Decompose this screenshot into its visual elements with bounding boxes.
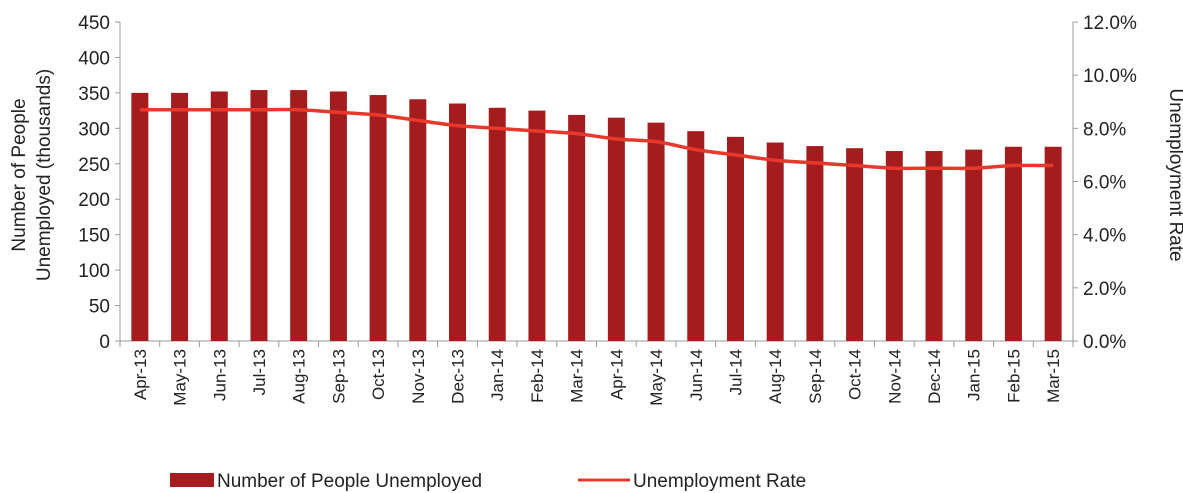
left-tick-label: 50 xyxy=(89,297,110,318)
bar xyxy=(965,149,983,341)
bar xyxy=(250,90,268,341)
x-tick-label: Jun-14 xyxy=(687,349,706,401)
x-tick-label: Dec-13 xyxy=(449,349,468,404)
left-tick-label: 250 xyxy=(78,155,110,176)
x-tick-label: May-13 xyxy=(171,349,190,406)
x-tick-label: Feb-15 xyxy=(1004,349,1023,403)
bar xyxy=(687,131,705,341)
x-tick-label: Nov-14 xyxy=(885,349,904,404)
right-tick-label: 10.0% xyxy=(1083,66,1137,87)
left-tick-label: 200 xyxy=(78,190,110,211)
bar xyxy=(647,122,665,341)
x-tick-label: Nov-13 xyxy=(409,349,428,404)
rate-line xyxy=(139,107,1054,171)
bar xyxy=(528,110,546,341)
x-tick-label: Apr-13 xyxy=(131,349,150,400)
x-tick-label: Sep-13 xyxy=(329,349,348,404)
right-axis-title: Unemployment Rate xyxy=(1165,88,1183,261)
bar xyxy=(766,142,784,341)
left-axis-title-line2: Unemployed (thousands) xyxy=(34,69,55,281)
right-tick-label: 0.0% xyxy=(1083,332,1126,353)
bar xyxy=(885,151,903,341)
x-tick-label: Jul-14 xyxy=(726,349,745,395)
left-tick-label: 300 xyxy=(78,119,110,140)
right-tick-label: 4.0% xyxy=(1083,226,1126,247)
left-axis-title-line1: Number of People xyxy=(9,98,30,251)
legend-bar-swatch xyxy=(170,473,214,487)
bar xyxy=(290,90,308,341)
bar xyxy=(925,151,943,341)
left-tick-label: 100 xyxy=(78,261,110,282)
bar xyxy=(210,91,228,342)
right-y-axis: 0.0% 2.0% 4.0% 6.0% 8.0% 10.0% 12.0% xyxy=(1072,13,1137,353)
left-y-axis: 0 50 100 150 200 250 300 350 400 450 xyxy=(78,13,121,353)
bar xyxy=(409,99,427,341)
x-tick-label: Apr-14 xyxy=(607,349,626,400)
bar xyxy=(568,114,586,341)
right-tick-label: 6.0% xyxy=(1083,173,1126,194)
left-tick-label: 400 xyxy=(78,48,110,69)
bar xyxy=(726,136,744,341)
x-tick-label: Jun-13 xyxy=(210,349,229,401)
x-tick-label: Jan-14 xyxy=(488,349,507,401)
x-tick-label: Aug-14 xyxy=(766,349,785,404)
x-tick-label: Mar-14 xyxy=(568,349,587,403)
bar xyxy=(1044,146,1062,341)
right-tick-label: 12.0% xyxy=(1083,13,1137,34)
left-tick-label: 150 xyxy=(78,226,110,247)
x-tick-label: May-14 xyxy=(647,349,666,406)
bar-series xyxy=(131,90,1062,342)
line-series xyxy=(139,107,1054,171)
bar xyxy=(846,148,864,341)
x-tick-label: Jul-13 xyxy=(250,349,269,395)
legend-bar-label: Number of People Unemployed xyxy=(217,471,482,492)
bar xyxy=(369,95,387,341)
x-tick-label: Oct-13 xyxy=(369,349,388,400)
x-tick-label: Dec-14 xyxy=(925,349,944,404)
bar xyxy=(449,103,467,342)
bar xyxy=(131,92,149,341)
x-tick-label: Aug-13 xyxy=(290,349,309,404)
bar xyxy=(171,92,189,341)
x-tick-label: Jan-15 xyxy=(965,349,984,401)
left-tick-label: 450 xyxy=(78,13,110,34)
bar xyxy=(806,146,824,341)
legend-line-label: Unemployment Rate xyxy=(633,471,806,492)
left-tick-label: 350 xyxy=(78,84,110,105)
bar xyxy=(607,117,625,341)
x-tick-label: Feb-14 xyxy=(528,349,547,403)
bar xyxy=(488,107,506,341)
right-tick-label: 2.0% xyxy=(1083,279,1126,300)
x-tick-label: Mar-15 xyxy=(1044,349,1063,403)
x-tick-label: Oct-14 xyxy=(846,349,865,400)
x-tick-label: Sep-14 xyxy=(806,349,825,404)
x-axis: Apr-13 May-13 Jun-13 Jul-13 Aug-13 Sep-13 Oct-… xyxy=(119,340,1074,406)
bar xyxy=(329,91,347,342)
bar xyxy=(1004,146,1022,341)
left-tick-label: 0 xyxy=(99,332,110,353)
right-tick-label: 8.0% xyxy=(1083,119,1126,140)
legend: Number of People Unemployed Unemployment… xyxy=(170,471,806,492)
